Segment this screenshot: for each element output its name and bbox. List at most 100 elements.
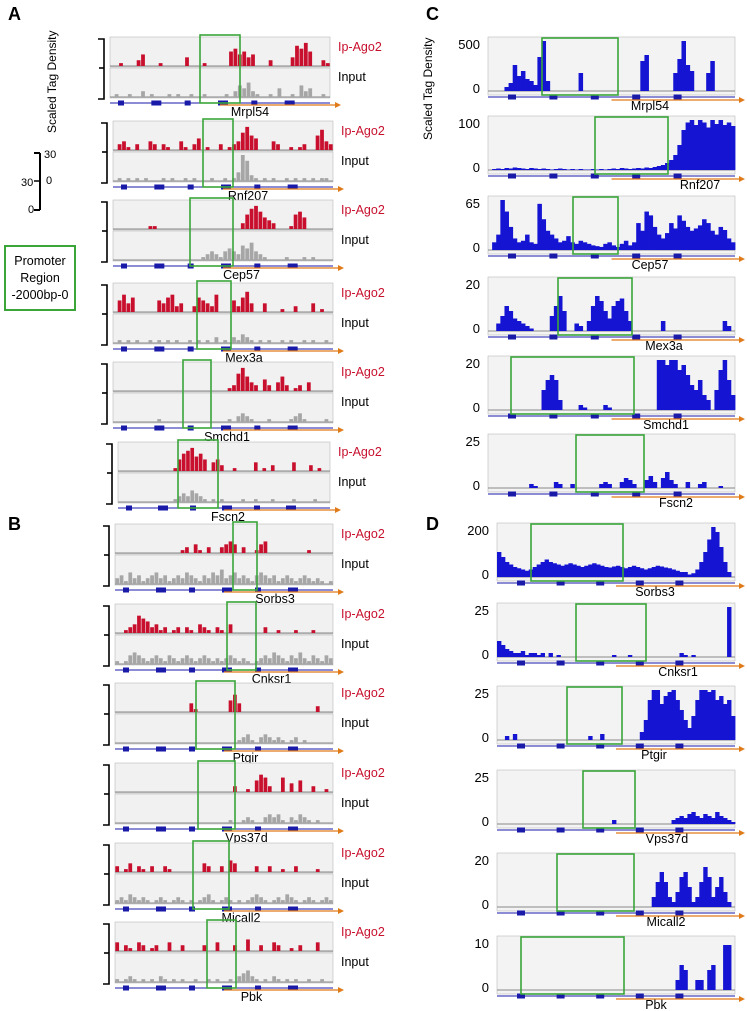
coverage-bar [545,81,551,91]
input-bar [262,178,267,181]
ip-bar [298,147,302,150]
coverage-bar [541,219,547,250]
coverage-bar [574,323,579,331]
exon [508,253,516,259]
coverage-bar [525,79,530,91]
input-bar [224,897,229,903]
input-bar [242,88,247,97]
ip-bar [132,624,137,633]
input-bar [206,979,211,982]
coverage-bar [683,818,688,824]
coverage-bar [648,476,654,488]
ip-bar [219,547,224,553]
coverage-bar [574,169,579,170]
input-bar [171,658,176,664]
exon [254,263,261,269]
exon [221,425,231,431]
exon [675,743,684,749]
track-bracket [106,443,113,505]
coverage-bar [533,85,538,91]
coverage-bar [508,226,514,250]
input-bar [119,897,124,903]
coverage-bar [679,572,684,577]
coverage-bar [683,872,688,907]
ip-bar [211,462,216,471]
input-bar [308,88,313,97]
ip-bar [263,777,268,792]
ip-bar [298,945,303,951]
ip-bar [320,309,324,312]
exon [287,425,298,431]
coverage-bar [706,127,711,170]
gene-name: Sorbs3 [635,585,675,599]
input-bar [289,419,294,422]
exon [118,100,124,106]
input-bar [289,578,294,584]
ip-bar [320,129,324,150]
input-bar [228,979,233,982]
coverage-bar [710,230,715,250]
ip-bar [293,306,298,312]
ip-bar [276,382,280,391]
right-axis-title: Scaled Tag Density [421,37,435,140]
coverage-bar [548,653,553,657]
coverage-bar [627,169,633,170]
coverage-bar [612,820,617,824]
exon [673,334,682,340]
input-track-bg [112,151,334,183]
coverage-bar [627,655,633,657]
exon [596,910,605,916]
input-bar [167,94,172,97]
coverage-bar [516,321,522,331]
coverage-bar [520,168,526,170]
coverage-bar [702,482,707,488]
input-bar [294,737,298,743]
input-bar [192,178,197,181]
exon [549,334,558,340]
strand-arrowhead [739,583,745,589]
input-bar [324,419,329,422]
coverage-bar [557,400,563,410]
ip-bar [258,211,263,229]
input-bar [280,900,285,903]
legend-line-2: Region [20,271,60,285]
input-bar [280,820,285,823]
coverage-bar [541,168,547,170]
exon [517,910,525,916]
input-bar [148,340,153,343]
ip-bar [141,618,146,633]
coverage-bar [687,728,692,740]
coverage-bar [695,897,700,907]
input-bar [219,900,224,903]
ip-bar [233,863,237,872]
input-bar [307,897,311,903]
coverage-bar [512,734,518,740]
strand-arrowhead [739,663,745,669]
input-bar [290,94,295,97]
input-bar [214,337,219,343]
coverage-bar [627,321,633,331]
coverage-bar [651,690,657,740]
input-bar [307,979,311,982]
input-bar [202,897,207,903]
ip-bar [163,627,168,633]
coverage-bar [524,570,530,577]
coverage-bar [685,226,691,250]
promoter-region-box [226,601,257,671]
input-bar [240,334,245,343]
input-bar [218,257,223,260]
input-bar [311,257,316,260]
coverage-bar [612,655,617,657]
ip-bar [289,948,294,951]
coverage-bar [616,565,621,577]
input-bar [302,658,307,664]
coverage-bar [604,567,609,577]
input-bar [240,413,245,422]
ip-bar [241,547,246,553]
ip-bar [122,294,126,312]
ip-bar [167,942,172,951]
exon [156,906,166,912]
gene-name: Micall2 [222,911,261,925]
input-bar [280,658,285,664]
ip-bar [158,630,163,633]
